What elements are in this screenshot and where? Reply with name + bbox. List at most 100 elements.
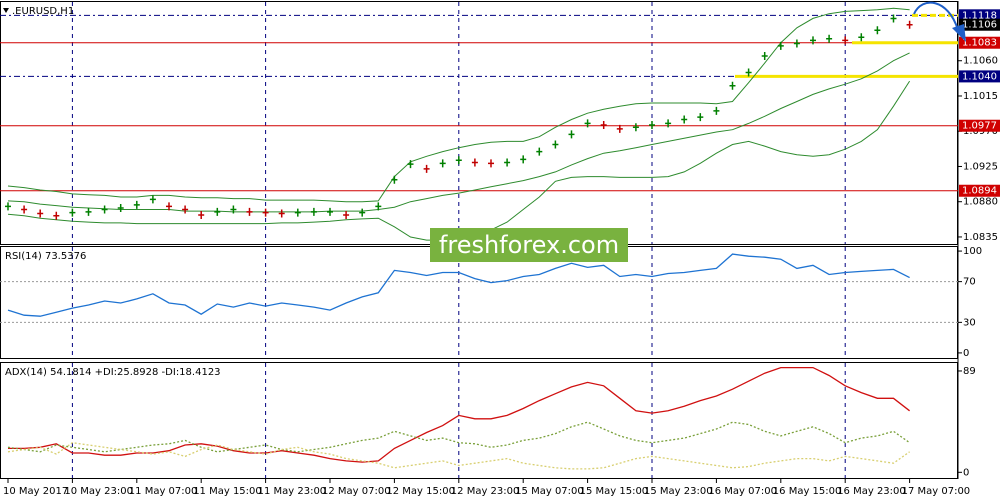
price-bar bbox=[455, 156, 462, 165]
bollinger-upper bbox=[7, 7, 910, 203]
price-bar bbox=[568, 130, 575, 139]
price-bar bbox=[182, 205, 189, 214]
price-bar bbox=[777, 41, 784, 50]
price-bar bbox=[504, 158, 511, 167]
forecast-arrow bbox=[913, 1, 959, 31]
price-bar bbox=[584, 119, 591, 128]
price-bar bbox=[665, 119, 672, 128]
price-bar bbox=[230, 205, 237, 214]
price-bar bbox=[294, 208, 301, 217]
price-bar bbox=[681, 115, 688, 124]
level-label-bg bbox=[959, 70, 1000, 83]
price-bar bbox=[713, 106, 720, 115]
x-tick-label: 15 May 15:00 bbox=[580, 486, 649, 497]
price-bar bbox=[810, 36, 816, 45]
last-price-bg bbox=[959, 18, 1000, 31]
y-tick-label: 1.1015 bbox=[963, 91, 998, 102]
y-tick-label: 1.0925 bbox=[963, 161, 998, 172]
price-bar bbox=[745, 68, 752, 77]
y-tick-label: 1.1060 bbox=[963, 56, 998, 67]
indicator-line bbox=[7, 421, 910, 453]
price-bar bbox=[407, 160, 414, 169]
price-bar bbox=[310, 207, 317, 216]
price-bar bbox=[858, 33, 865, 42]
x-tick-label: 11 May 07:00 bbox=[129, 486, 198, 497]
price-bar bbox=[649, 120, 655, 129]
price-bar bbox=[842, 36, 849, 45]
x-tick-label: 12 May 15:00 bbox=[386, 486, 455, 497]
price-bar bbox=[729, 81, 736, 90]
price-bar bbox=[101, 205, 108, 214]
x-tick-label: 16 May 15:00 bbox=[773, 486, 842, 497]
price-bar bbox=[85, 207, 92, 216]
watermark: freshforex.com bbox=[439, 231, 619, 259]
x-tick-label: 12 May 23:00 bbox=[451, 486, 520, 497]
price-bar bbox=[536, 147, 543, 156]
price-bar bbox=[793, 39, 800, 48]
price-bar bbox=[600, 120, 607, 129]
y-tick-label: 70 bbox=[963, 277, 976, 288]
price-bar bbox=[890, 14, 897, 23]
price-bar bbox=[343, 211, 350, 220]
price-bar bbox=[616, 124, 623, 133]
price-bar bbox=[214, 207, 221, 216]
x-tick-label: 15 May 07:00 bbox=[515, 486, 584, 497]
price-bar bbox=[327, 207, 333, 216]
pane-title: ADX(14) 54.1814 +DI:25.8928 -DI:18.4123 bbox=[5, 367, 221, 378]
symbol-icon bbox=[3, 8, 9, 13]
price-bar bbox=[246, 207, 253, 216]
price-bar bbox=[488, 159, 494, 168]
price-bar bbox=[375, 202, 382, 211]
price-bar bbox=[826, 34, 833, 43]
x-tick-label: 15 May 23:00 bbox=[644, 486, 713, 497]
y-tick-label: 30 bbox=[963, 317, 976, 328]
price-bar bbox=[391, 175, 398, 184]
price-bar bbox=[632, 123, 639, 132]
indicator-line bbox=[8, 366, 910, 463]
level-label: 1.0894 bbox=[962, 186, 997, 197]
level-label-bg bbox=[959, 119, 1000, 132]
price-bar bbox=[37, 209, 44, 218]
x-tick-label: 16 May 23:00 bbox=[837, 486, 906, 497]
price-bar bbox=[262, 208, 269, 217]
x-tick-label: 17 May 07:00 bbox=[902, 486, 971, 497]
y-tick-label: 0 bbox=[963, 348, 969, 359]
price-bar bbox=[5, 202, 11, 211]
level-label: 1.1083 bbox=[962, 38, 997, 49]
price-bar bbox=[471, 158, 478, 167]
pane-title: RSI(14) 73.5376 bbox=[5, 251, 86, 262]
y-tick-label: 100 bbox=[963, 246, 982, 257]
price-bar bbox=[69, 208, 76, 217]
level-label-bg bbox=[959, 184, 1000, 197]
level-label: 1.1118 bbox=[962, 10, 997, 21]
price-bar bbox=[278, 209, 285, 218]
level-label: 1.0977 bbox=[962, 121, 997, 132]
level-label-bg bbox=[959, 9, 1000, 22]
pane-title: .EURUSD,H1 bbox=[12, 6, 74, 17]
level-label-bg bbox=[959, 36, 1000, 49]
price-bar bbox=[874, 26, 881, 35]
x-tick-label: 16 May 07:00 bbox=[708, 486, 777, 497]
price-bar bbox=[439, 159, 446, 168]
indicator-line bbox=[7, 442, 910, 470]
price-bar bbox=[149, 195, 156, 204]
price-bar bbox=[117, 203, 124, 212]
price-bar bbox=[520, 155, 527, 164]
x-tick-label: 10 May 23:00 bbox=[64, 486, 133, 497]
price-bar bbox=[198, 211, 205, 220]
price-bar bbox=[697, 113, 704, 122]
price-bar bbox=[761, 52, 768, 61]
price-bar bbox=[423, 164, 430, 173]
level-label: 1.1040 bbox=[962, 71, 997, 82]
x-tick-label: 10 May 2017 bbox=[3, 486, 68, 497]
y-tick-label: 1.0835 bbox=[963, 232, 998, 243]
price-bar bbox=[133, 200, 140, 209]
watermark-bg bbox=[430, 228, 628, 262]
forecast-arrowhead bbox=[952, 24, 966, 42]
price-bar bbox=[552, 140, 559, 149]
indicator-line bbox=[7, 253, 910, 317]
last-price-label: 1.1106 bbox=[962, 20, 997, 31]
